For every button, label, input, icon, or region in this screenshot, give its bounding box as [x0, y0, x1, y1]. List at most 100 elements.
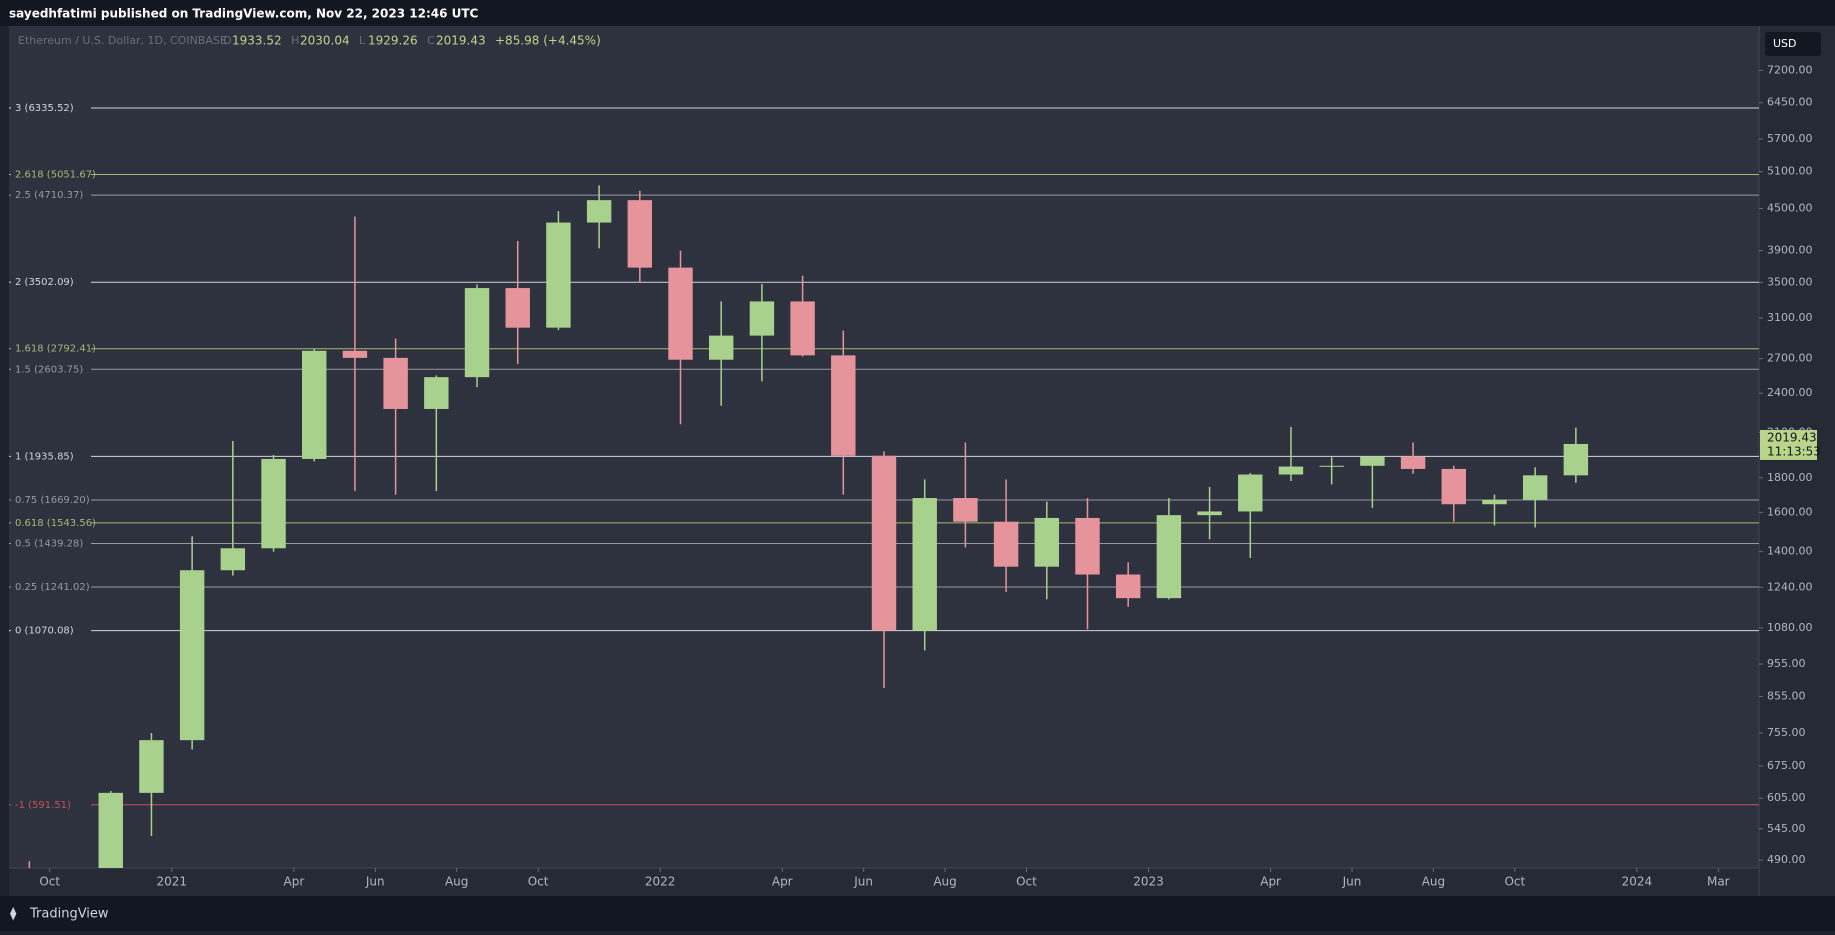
symbol-title: Ethereum / U.S. Dollar, 1D, COINBASE — [18, 34, 227, 47]
fib-label-bg — [11, 101, 91, 115]
x-tick-label: Apr — [1260, 875, 1281, 889]
y-tick-label: 6450.00 — [1767, 96, 1813, 109]
fib-label: 0.75 (1669.20) — [15, 495, 90, 506]
currency-label[interactable]: USD — [1773, 37, 1797, 50]
x-tick-label: 2023 — [1133, 875, 1164, 889]
overlay-group: 490.00 545.00 605.00 675.00 755.00 855.00 955.… — [18, 32, 1821, 889]
candle-body — [139, 740, 164, 793]
fib-label-bg — [11, 623, 91, 637]
fib-label: 0 (1070.08) — [15, 626, 74, 637]
y-tick-label: 3900.00 — [1767, 244, 1813, 257]
fib-label: -1 (591.51) — [15, 800, 71, 811]
fib-label: 1.618 (2792.41) — [15, 344, 96, 355]
y-tick-label: 605.00 — [1767, 791, 1806, 804]
legend-value: 1933.52 — [232, 34, 282, 48]
price-axis — [1759, 26, 1835, 896]
header-bar — [0, 0, 1835, 26]
x-tick-label: Oct — [1504, 875, 1525, 889]
y-tick-label: 955.00 — [1767, 657, 1806, 670]
footer-bar — [0, 896, 1835, 931]
x-tick-label: Oct — [528, 875, 549, 889]
y-tick-label: 3500.00 — [1767, 275, 1813, 288]
fib-label: 1.5 (2603.75) — [15, 364, 83, 375]
footer-brand: TradingView — [29, 907, 109, 922]
candle-body — [302, 350, 327, 459]
candle-body — [179, 570, 205, 741]
candle-body — [383, 357, 408, 409]
fib-label-bg — [11, 188, 91, 202]
y-tick-label: 4500.00 — [1767, 202, 1813, 215]
candle-body — [1156, 515, 1182, 599]
fib-label-bg — [11, 449, 91, 463]
fib-label: 0.618 (1543.56) — [15, 518, 96, 529]
candle-body — [1441, 468, 1466, 505]
y-tick-label: 2700.00 — [1767, 352, 1813, 365]
x-tick-label: Oct — [1016, 875, 1037, 889]
logo: ⧫ — [10, 907, 17, 922]
fib-label-bg — [11, 515, 91, 529]
fib-label-bg — [11, 275, 91, 289]
header: sayedhfatimi published on TradingView.co… — [9, 7, 479, 21]
y-tick-label: 5700.00 — [1767, 132, 1813, 145]
fib-label-bg — [11, 341, 91, 355]
x-tick-label: Apr — [772, 875, 793, 889]
fib-label-bg — [11, 362, 91, 376]
y-tick-label: 1800.00 — [1767, 471, 1813, 484]
candle-body — [871, 455, 897, 631]
y-tick-label: 545.00 — [1767, 822, 1806, 835]
candle-body — [1197, 511, 1222, 516]
fib-label: 2.5 (4710.37) — [15, 190, 83, 201]
plot-group: 3 (6335.52) 2.618 (5051.67) 2.5 (4710.37) 2… — [9, 101, 1759, 868]
candle-body — [912, 498, 937, 631]
candle-body — [1075, 517, 1100, 575]
y-tick-label: 5100.00 — [1767, 165, 1813, 178]
x-tick-label: Aug — [1422, 875, 1445, 889]
legend-key: H — [291, 34, 299, 47]
fib-label-bg — [11, 797, 91, 811]
time-axis — [9, 868, 1759, 896]
candle-body — [342, 350, 368, 358]
candle-body — [1563, 443, 1589, 476]
candle-body — [831, 355, 856, 456]
candle-body — [668, 267, 693, 360]
legend-value: 2019.43 — [436, 34, 486, 48]
candle-body — [749, 301, 775, 336]
candle-body — [1278, 466, 1304, 475]
currency-button[interactable] — [1765, 32, 1821, 56]
y-tick-label: 7200.00 — [1767, 63, 1813, 76]
price-tag — [1760, 429, 1817, 460]
fib-label: 2 (3502.09) — [15, 277, 74, 288]
fib-label-bg — [11, 536, 91, 550]
fib-label-bg — [11, 167, 91, 181]
candle-body — [1034, 517, 1059, 567]
fib-label: 1 (1935.85) — [15, 451, 74, 462]
fib-label: 0.5 (1439.28) — [15, 538, 83, 549]
fib-label-bg — [11, 492, 91, 506]
candle-body — [790, 301, 815, 356]
x-tick-label: Jun — [1342, 875, 1362, 889]
y-tick-label: 490.00 — [1767, 853, 1806, 866]
candle-body — [953, 498, 978, 522]
candle-body — [1482, 499, 1507, 505]
candle-body — [1115, 574, 1141, 599]
fib-label: 2.618 (5051.67) — [15, 170, 96, 181]
candle-body — [98, 792, 123, 868]
candle-body — [220, 548, 246, 571]
candle-body — [464, 288, 490, 378]
candle-body — [1319, 465, 1344, 467]
x-tick-label: Jun — [853, 875, 873, 889]
legend-key: L — [359, 34, 366, 47]
y-tick-label: 675.00 — [1767, 759, 1806, 772]
x-tick-label: Jun — [365, 875, 385, 889]
y-tick-label: 3100.00 — [1767, 311, 1813, 324]
legend-change: +85.98 (+4.45%) — [495, 34, 601, 48]
fib-label: 3 (6335.52) — [15, 103, 74, 114]
candle-body — [1400, 456, 1426, 469]
candle-body — [261, 458, 286, 549]
y-tick-label: 1080.00 — [1767, 621, 1813, 634]
x-tick-label: 2021 — [157, 875, 188, 889]
candle-body — [505, 288, 530, 328]
x-tick-label: Mar — [1707, 875, 1730, 889]
